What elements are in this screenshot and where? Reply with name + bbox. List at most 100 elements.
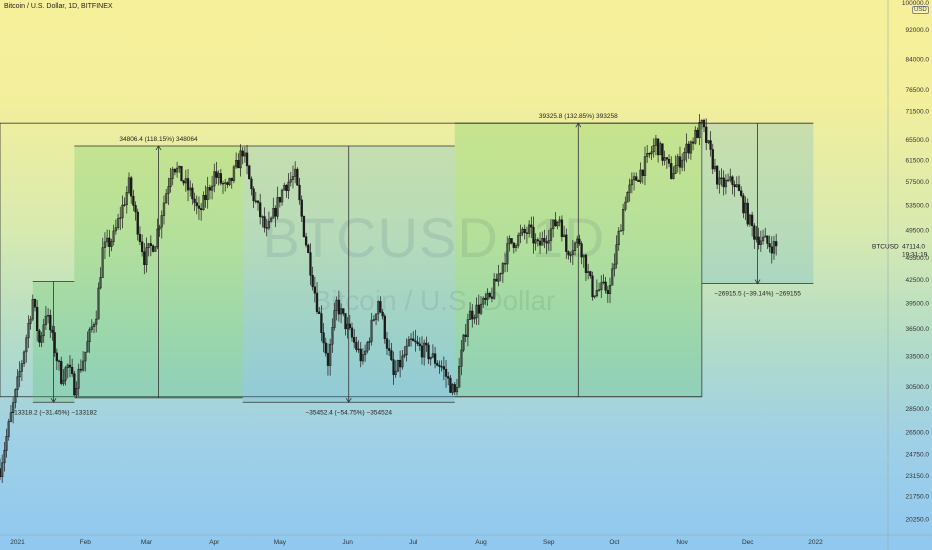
- candle-body: [31, 299, 34, 320]
- candle: [635, 172, 638, 181]
- candle: [611, 262, 614, 286]
- candle-body: [173, 168, 177, 173]
- candle-body: [407, 339, 411, 347]
- candle-body: [372, 319, 376, 321]
- candle-body: [88, 329, 91, 342]
- candle-body: [545, 241, 548, 244]
- candle-body: [184, 178, 187, 184]
- candle-body: [729, 176, 732, 181]
- candle-body: [549, 228, 553, 241]
- candle-body: [392, 359, 395, 375]
- candle: [486, 288, 489, 306]
- candle-body: [171, 168, 174, 179]
- candle: [71, 358, 74, 377]
- candle: [357, 340, 360, 353]
- candle: [165, 189, 168, 204]
- candle-body: [455, 387, 459, 393]
- candle-body: [471, 310, 474, 320]
- candle-body: [158, 226, 161, 230]
- candle-body: [210, 185, 214, 191]
- candle: [119, 206, 122, 231]
- candle-body: [298, 184, 301, 201]
- candle-body: [20, 363, 24, 372]
- candle: [722, 170, 725, 196]
- candle: [147, 243, 150, 257]
- candle: [5, 428, 8, 458]
- candle-body: [527, 224, 531, 234]
- candle-body: [552, 219, 555, 230]
- candle: [121, 195, 124, 229]
- candle: [661, 143, 664, 166]
- candle: [49, 309, 52, 338]
- candle-body: [775, 241, 778, 247]
- candle: [346, 316, 349, 339]
- arrow-head: [754, 279, 761, 285]
- candle: [479, 296, 483, 316]
- candle-body: [383, 315, 386, 339]
- candle-body: [320, 313, 323, 333]
- candle-body: [280, 189, 284, 203]
- candle: [608, 277, 612, 304]
- currency-badge[interactable]: USD: [912, 6, 929, 14]
- candle: [473, 314, 476, 324]
- candle-body: [296, 168, 299, 186]
- candle: [77, 363, 80, 397]
- candle: [536, 237, 540, 247]
- candle-body: [3, 450, 6, 464]
- candle: [392, 351, 395, 385]
- candle-body: [147, 243, 150, 248]
- candle-body: [654, 138, 658, 146]
- candle-body: [409, 338, 413, 340]
- y-tick-label: 71500.0: [906, 109, 930, 116]
- candle: [626, 191, 629, 203]
- candle: [394, 360, 397, 378]
- candle-body: [370, 319, 373, 342]
- candle: [503, 253, 507, 273]
- candle-body: [283, 184, 286, 191]
- candle-body: [735, 184, 738, 187]
- candle: [193, 192, 196, 211]
- candle: [232, 164, 236, 184]
- candle: [42, 318, 45, 343]
- candle-body: [237, 160, 240, 169]
- candle-body: [713, 165, 717, 170]
- candle: [401, 349, 404, 370]
- candle-body: [624, 201, 627, 210]
- candle: [565, 228, 568, 259]
- candle-body: [523, 228, 526, 233]
- y-tick-label: 26500.0: [906, 430, 930, 437]
- candle: [243, 146, 247, 163]
- candle: [184, 169, 187, 192]
- candle: [110, 238, 113, 252]
- candle-body: [466, 319, 470, 337]
- candle: [720, 168, 723, 187]
- candle: [694, 126, 697, 145]
- candle-body: [97, 287, 100, 320]
- candle-body: [589, 271, 592, 277]
- candle-body: [652, 145, 655, 153]
- candle: [287, 173, 290, 200]
- candle: [125, 186, 128, 214]
- candle: [468, 302, 472, 320]
- candle: [210, 175, 214, 200]
- candle-body: [22, 351, 26, 364]
- candle: [547, 229, 550, 251]
- candle: [112, 224, 115, 246]
- candle: [162, 195, 166, 225]
- candle-body: [433, 353, 437, 364]
- candle: [573, 241, 577, 256]
- candle-body: [125, 192, 128, 205]
- candle-body: [641, 169, 644, 176]
- x-tick-label: Oct: [609, 539, 619, 546]
- candle: [490, 287, 494, 303]
- candle-body: [64, 367, 67, 381]
- candle: [326, 343, 330, 376]
- candle-body: [711, 149, 714, 170]
- candle-body: [116, 218, 120, 228]
- candle-body: [586, 271, 590, 273]
- price-range-label: −26915.5 (−39.14%) −269155: [714, 291, 801, 298]
- candle-body: [357, 348, 360, 351]
- x-tick-label: Dec: [742, 539, 754, 546]
